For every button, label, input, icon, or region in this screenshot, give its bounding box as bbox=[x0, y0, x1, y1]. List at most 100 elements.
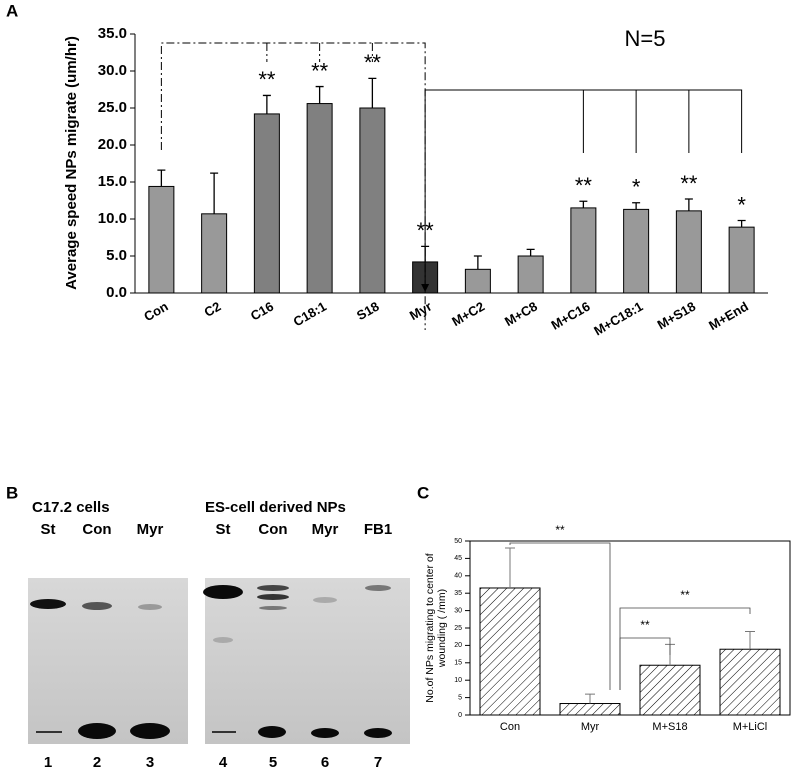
bracket bbox=[509, 542, 611, 690]
error-bar bbox=[585, 693, 595, 704]
bar bbox=[675, 210, 702, 294]
bar bbox=[719, 648, 781, 716]
y-tick-label: 40 bbox=[454, 573, 462, 580]
lane-label: Con bbox=[82, 521, 111, 538]
x-tick-label: M+C2 bbox=[449, 299, 487, 330]
lane-number: 6 bbox=[321, 754, 329, 771]
error-bar bbox=[210, 172, 219, 214]
x-tick-label: M+S18 bbox=[655, 299, 698, 333]
panel-label: B bbox=[6, 483, 18, 502]
y-tick-label: 10 bbox=[454, 677, 462, 684]
y-tick-label: 0.0 bbox=[106, 284, 127, 301]
y-tick-label: 15 bbox=[454, 660, 462, 667]
bar bbox=[148, 185, 175, 294]
y-tick-label: 20.0 bbox=[98, 136, 127, 153]
x-tick-label: C2 bbox=[201, 299, 223, 320]
significance-label: ** bbox=[575, 173, 593, 198]
x-tick-label: M+S18 bbox=[652, 721, 687, 733]
x-tick-label: Con bbox=[141, 299, 170, 325]
y-axis-title: Average speed NPs migrate (um/hr) bbox=[63, 36, 80, 290]
y-tick-label: 45 bbox=[454, 555, 462, 562]
y-axis-title: No.of NPs migrating to center of bbox=[424, 553, 436, 702]
lane-number: 2 bbox=[93, 754, 101, 771]
arrowhead bbox=[421, 284, 430, 292]
x-tick-label: M+C18:1 bbox=[591, 299, 645, 339]
bar bbox=[559, 703, 621, 716]
significance-label: ** bbox=[311, 58, 329, 83]
y-tick-label: 50 bbox=[454, 538, 462, 545]
bar bbox=[570, 207, 597, 294]
bracket bbox=[619, 607, 751, 690]
x-tick-label: M+End bbox=[706, 299, 751, 334]
lane-label: Con bbox=[258, 521, 287, 538]
bracket-label: ** bbox=[640, 618, 650, 632]
significance-label: * bbox=[632, 175, 641, 200]
bar bbox=[639, 664, 701, 716]
x-tick-label: Myr bbox=[407, 299, 435, 324]
y-tick-label: 0 bbox=[458, 712, 462, 719]
significance-label: ** bbox=[258, 67, 276, 92]
y-tick-label: 10.0 bbox=[98, 210, 127, 227]
error-bar bbox=[526, 248, 535, 256]
error-bar bbox=[262, 94, 271, 114]
error-bar bbox=[157, 169, 166, 187]
y-tick-label: 30 bbox=[454, 607, 462, 614]
bracket-label: ** bbox=[680, 588, 690, 602]
y-tick-label: 20 bbox=[454, 642, 462, 649]
x-tick-label: C18:1 bbox=[291, 299, 329, 330]
significance-label: * bbox=[737, 192, 746, 217]
bracket-label: ** bbox=[555, 523, 565, 537]
gel-title: ES-cell derived NPs bbox=[205, 499, 346, 516]
bar bbox=[517, 255, 544, 294]
lane-label: St bbox=[216, 521, 231, 538]
gel-title: C17.2 cells bbox=[32, 499, 110, 516]
lane-number: 3 bbox=[146, 754, 154, 771]
bar bbox=[623, 208, 650, 294]
error-bar bbox=[505, 547, 515, 588]
significance-label: ** bbox=[364, 50, 382, 75]
error-bar bbox=[315, 85, 324, 104]
bar bbox=[201, 213, 228, 294]
lane-label: FB1 bbox=[364, 521, 392, 538]
bracket bbox=[160, 42, 426, 330]
x-tick-label: C16 bbox=[248, 299, 276, 324]
y-tick-label: 25.0 bbox=[98, 99, 127, 116]
panel-label: C bbox=[417, 483, 429, 502]
error-bar bbox=[684, 198, 693, 211]
significance-label: ** bbox=[680, 171, 698, 196]
lane-number: 5 bbox=[269, 754, 277, 771]
error-bar bbox=[745, 630, 755, 650]
lane-number: 7 bbox=[374, 754, 382, 771]
x-tick-label: S18 bbox=[354, 299, 382, 324]
lane-number: 1 bbox=[44, 754, 52, 771]
y-tick-label: 5 bbox=[458, 694, 462, 701]
x-tick-label: M+C8 bbox=[502, 299, 540, 330]
error-bar bbox=[473, 255, 482, 270]
x-tick-label: M+C16 bbox=[548, 299, 592, 333]
y-tick-label: 30.0 bbox=[98, 62, 127, 79]
lane-label: St bbox=[41, 521, 56, 538]
lane-label: Myr bbox=[312, 521, 339, 538]
error-bar bbox=[632, 202, 641, 210]
bar bbox=[359, 107, 386, 294]
x-tick-label: Con bbox=[500, 721, 520, 733]
y-axis-title: wounding ( /mm) bbox=[436, 589, 448, 668]
lane-number: 4 bbox=[219, 754, 228, 771]
bar bbox=[479, 587, 541, 716]
x-tick-label: Myr bbox=[581, 721, 600, 733]
error-bar bbox=[579, 200, 588, 208]
y-tick-label: 35.0 bbox=[98, 25, 127, 42]
y-tick-label: 25 bbox=[454, 625, 462, 632]
bar bbox=[306, 103, 333, 294]
gel-image bbox=[28, 578, 410, 744]
error-bar bbox=[368, 77, 377, 108]
lane-label: Myr bbox=[137, 521, 164, 538]
bar bbox=[253, 113, 280, 294]
panel-label: A bbox=[6, 1, 18, 20]
y-tick-label: 35 bbox=[454, 590, 462, 597]
y-tick-label: 5.0 bbox=[106, 247, 127, 264]
annotation: N=5 bbox=[625, 26, 666, 51]
plot-frame bbox=[469, 540, 791, 716]
bracket bbox=[424, 89, 743, 290]
